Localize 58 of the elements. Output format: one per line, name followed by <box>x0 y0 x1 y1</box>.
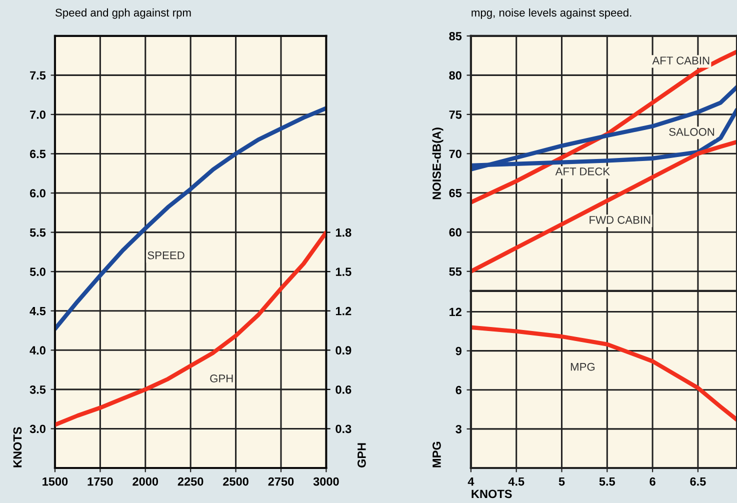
y-tick-label: 3.0 <box>30 424 46 434</box>
y-tick-label: 85 <box>449 32 462 40</box>
x-tick-label: 6 <box>650 477 656 486</box>
y2-axis-title: GPH <box>358 443 366 468</box>
x-tick-label: 2500 <box>223 477 248 486</box>
y-tick-label: 65 <box>449 188 462 198</box>
y-tick-label: 7.0 <box>30 110 46 119</box>
y-axis-title: MPG <box>432 442 441 468</box>
y-tick-label: 3 <box>456 424 462 434</box>
y-tick-label: 5.5 <box>30 228 46 237</box>
x-tick-label: 6.5 <box>690 477 706 486</box>
y-tick-label: 75 <box>449 110 462 119</box>
x-tick-label: 4.5 <box>508 477 524 486</box>
x-tick-label: 2750 <box>268 477 294 486</box>
y-tick-label: 60 <box>449 228 462 237</box>
y-axis-title: NOISE-dB(A) <box>432 128 444 200</box>
x-axis-title: KNOTS <box>472 490 512 498</box>
y-tick-label: 6 <box>456 386 462 394</box>
chart-title: mpg, noise levels against speed. <box>472 8 632 19</box>
y-tick-label: 4.0 <box>30 346 46 355</box>
y2-tick-label: 1.8 <box>336 228 352 237</box>
y2-tick-label: 1.2 <box>336 306 352 316</box>
line-series <box>470 140 737 274</box>
x-tick-label: 5 <box>558 477 565 486</box>
y2-tick-label: 0.6 <box>336 385 352 394</box>
y-tick-label: 6.5 <box>30 150 46 158</box>
y-tick-label: 5.0 <box>30 268 46 276</box>
series-label: SPEED <box>148 251 184 260</box>
y2-tick-label: 1.5 <box>336 268 352 276</box>
y-axis-title: KNOTS <box>13 427 22 468</box>
y-tick-label: 6.0 <box>30 189 46 198</box>
line-series <box>470 325 737 422</box>
y-tick-label: 12 <box>450 308 462 316</box>
series-label: AFT CABIN <box>652 56 710 64</box>
series-label: AFT DECK <box>555 168 610 176</box>
line-series <box>54 106 326 332</box>
series-label: GPH <box>210 374 233 382</box>
x-tick-label: 4 <box>468 477 474 486</box>
series-label: FWD CABIN <box>590 216 650 224</box>
chart-title: Speed and gph against rpm <box>55 8 191 19</box>
x-tick-label: 3000 <box>313 477 339 486</box>
x-tick-label: 1500 <box>42 477 68 486</box>
y-tick-label: 55 <box>449 268 462 276</box>
x-tick-label: 2000 <box>132 477 158 486</box>
x-tick-label: 2250 <box>178 477 204 486</box>
y-tick-label: 80 <box>449 71 462 80</box>
y-tick-label: 3.5 <box>30 385 46 394</box>
x-tick-label: 1750 <box>88 477 113 486</box>
y-tick-label: 7.5 <box>30 71 46 80</box>
y2-tick-label: 0.3 <box>336 424 352 434</box>
x-tick-label: 5.5 <box>599 477 616 486</box>
y-tick-label: 9 <box>456 346 462 356</box>
series-label: MPG <box>570 362 595 371</box>
y2-tick-label: 0.9 <box>336 346 352 355</box>
y-tick-label: 4.5 <box>30 307 46 316</box>
y-tick-label: 70 <box>449 150 462 158</box>
series-label: SALOON <box>669 128 714 136</box>
line-series <box>54 230 326 427</box>
